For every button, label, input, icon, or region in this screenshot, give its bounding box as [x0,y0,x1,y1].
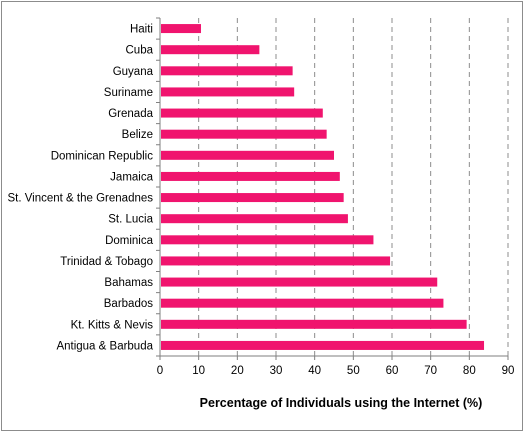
x-tick-label: 10 [192,365,205,377]
x-axis-title: Percentage of Individuals using the Inte… [200,396,483,410]
bar [161,129,327,139]
axes [156,17,509,360]
x-tick-label: 30 [270,365,283,377]
bar [161,298,444,308]
x-tick-labels: 0 10 20 30 40 50 60 70 80 90 [157,365,515,377]
category-label: Jamaica [110,171,153,183]
bars [161,24,485,350]
category-label: Cuba [126,45,154,57]
x-tick-label: 90 [502,365,515,377]
category-label: Bahamas [104,277,153,289]
bar [161,24,201,34]
bar [161,340,485,350]
x-tick-label: 0 [157,365,163,377]
category-label: Grenada [108,108,153,120]
category-label: Barbados [104,298,153,310]
category-label: Kt. Kitts & Nevis [71,319,154,331]
bar [161,150,334,160]
x-tick-label: 40 [308,365,321,377]
x-tick-label: 60 [386,365,399,377]
x-tick-label: 70 [424,365,437,377]
bar [161,45,260,55]
x-tick-label: 80 [463,365,476,377]
bar [161,235,374,245]
bar [161,277,438,287]
x-tick-label: 50 [347,365,360,377]
bar [161,214,348,224]
bar [161,108,323,118]
category-label: St. Vincent & the Grenadnes [7,193,153,205]
bar [161,171,340,181]
bar [161,319,467,329]
category-label: Trinidad & Tobago [60,256,153,268]
bar [161,66,293,76]
bar [161,256,391,266]
category-labels: Haiti Cuba Guyana Suriname Grenada Belize Domi… [7,24,153,353]
category-label: Guyana [113,66,154,78]
category-label: Belize [122,129,153,141]
bar [161,87,295,97]
category-label: St. Lucia [108,214,153,226]
category-label: Haiti [130,24,153,36]
category-label: Antigua & Barbuda [56,340,153,352]
category-label: Dominican Republic [51,150,154,162]
category-label: Suriname [104,87,153,99]
bar [161,193,344,203]
category-label: Dominica [105,235,154,247]
x-tick-label: 20 [231,365,244,377]
